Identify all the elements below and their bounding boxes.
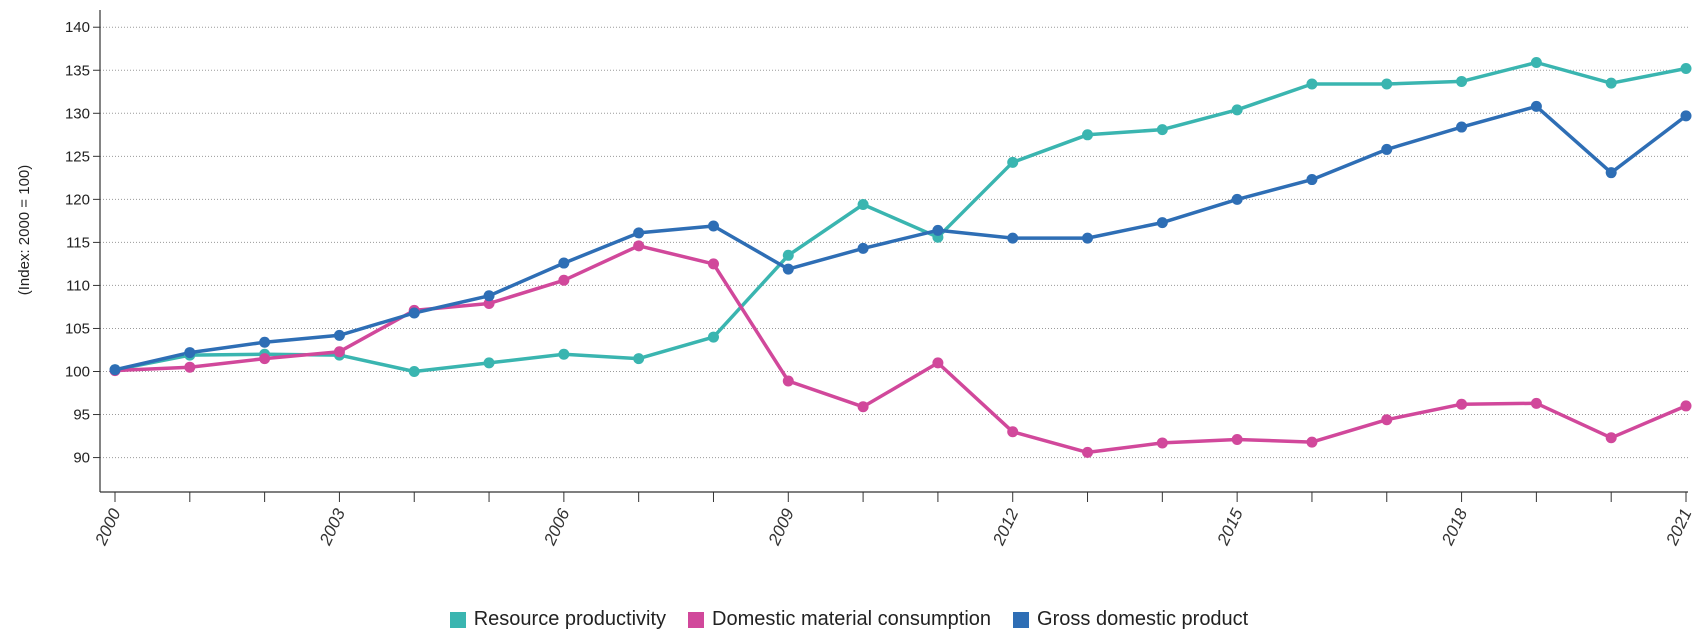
- y-tick-label: 105: [65, 320, 90, 337]
- line-chart: 90 95 100 105 110 115 120 125 130 135 140 2000 2003 2…: [16, 10, 1696, 549]
- data-point[interactable]: [1156, 217, 1168, 229]
- data-point[interactable]: [1530, 57, 1542, 69]
- legend-item[interactable]: Gross domestic product: [1013, 608, 1248, 631]
- axis-layer: 90 95 100 105 110 115 120 125 130 135 140 2000 2003 2…: [65, 10, 1696, 549]
- data-point[interactable]: [333, 346, 345, 358]
- data-point[interactable]: [782, 249, 794, 261]
- data-point[interactable]: [1605, 167, 1617, 179]
- data-point[interactable]: [932, 224, 944, 236]
- legend-label: Gross domestic product: [1037, 608, 1249, 630]
- data-point[interactable]: [184, 361, 196, 373]
- data-point[interactable]: [1156, 124, 1168, 136]
- data-point[interactable]: [857, 242, 869, 254]
- data-point[interactable]: [558, 257, 570, 269]
- data-point[interactable]: [1456, 398, 1468, 410]
- data-point[interactable]: [1007, 426, 1019, 438]
- data-point[interactable]: [1381, 143, 1393, 155]
- data-point[interactable]: [483, 290, 495, 302]
- data-point[interactable]: [483, 298, 495, 310]
- data-point[interactable]: [259, 353, 271, 365]
- data-point[interactable]: [1680, 110, 1692, 122]
- data-point[interactable]: [1231, 193, 1243, 205]
- y-axis-label: (Index: 2000 = 100): [16, 165, 33, 296]
- data-point[interactable]: [1456, 121, 1468, 133]
- data-point[interactable]: [782, 263, 794, 275]
- data-point[interactable]: [1231, 433, 1243, 445]
- series-line: [114, 244, 1687, 455]
- data-point[interactable]: [857, 401, 869, 413]
- series-layer: [109, 57, 1692, 458]
- data-point[interactable]: [1082, 446, 1094, 458]
- x-tick-label: 2015: [1213, 505, 1247, 549]
- series-line: [114, 60, 1687, 374]
- data-point[interactable]: [1231, 104, 1243, 116]
- data-point[interactable]: [1456, 75, 1468, 87]
- y-tick-label: 130: [65, 105, 90, 122]
- data-point[interactable]: [1530, 397, 1542, 409]
- data-point[interactable]: [1605, 77, 1617, 89]
- data-point[interactable]: [707, 220, 719, 232]
- data-point[interactable]: [109, 364, 121, 376]
- data-point[interactable]: [1306, 78, 1318, 90]
- data-point[interactable]: [1156, 437, 1168, 449]
- y-tick-label: 125: [65, 148, 90, 165]
- data-point[interactable]: [1082, 232, 1094, 244]
- data-point[interactable]: [184, 347, 196, 359]
- x-tick-label: 2000: [91, 505, 125, 549]
- y-tick-label: 110: [66, 277, 90, 294]
- data-point[interactable]: [1007, 156, 1019, 168]
- data-point[interactable]: [1605, 432, 1617, 444]
- data-point[interactable]: [558, 348, 570, 360]
- data-point[interactable]: [633, 353, 645, 365]
- data-point[interactable]: [633, 227, 645, 239]
- y-tick-label: 90: [73, 450, 90, 467]
- data-point[interactable]: [1306, 174, 1318, 186]
- data-point[interactable]: [408, 307, 420, 319]
- legend-label: Domestic material consumption: [712, 608, 992, 630]
- data-point[interactable]: [408, 366, 420, 377]
- x-tick-label: 2021: [1662, 506, 1696, 549]
- legend-swatch: [449, 611, 466, 628]
- y-tick-label: 100: [65, 364, 90, 381]
- data-point[interactable]: [333, 329, 345, 341]
- legend-swatch: [1013, 611, 1030, 628]
- legend-item[interactable]: Resource productivity: [449, 608, 667, 631]
- legend-swatch: [688, 611, 705, 628]
- data-point[interactable]: [633, 240, 645, 252]
- data-point[interactable]: [1680, 400, 1692, 412]
- x-tick-label: 2009: [764, 505, 798, 549]
- data-point[interactable]: [1381, 414, 1393, 426]
- data-point[interactable]: [1082, 129, 1094, 141]
- legend-label: Resource productivity: [473, 608, 667, 630]
- data-point[interactable]: [558, 274, 570, 286]
- x-tick-label: 2012: [989, 505, 1023, 549]
- data-point[interactable]: [857, 199, 869, 211]
- y-tick-label: 120: [65, 191, 90, 208]
- y-tick-label: 140: [65, 19, 90, 36]
- data-point[interactable]: [1680, 63, 1692, 75]
- data-point[interactable]: [782, 375, 794, 387]
- data-point[interactable]: [483, 357, 495, 369]
- x-tick-label: 2018: [1438, 505, 1472, 549]
- data-point[interactable]: [1306, 436, 1318, 448]
- x-tick-label: 2006: [540, 505, 574, 549]
- data-point[interactable]: [1007, 232, 1019, 244]
- series-line: [114, 104, 1688, 372]
- data-point[interactable]: [1381, 78, 1393, 90]
- data-point[interactable]: [707, 258, 719, 270]
- legend: Resource productivity Domestic material c…: [0, 608, 1698, 631]
- y-tick-label: 95: [73, 407, 90, 424]
- y-tick-label: 135: [65, 62, 90, 79]
- data-point[interactable]: [1530, 100, 1542, 112]
- data-point[interactable]: [932, 357, 944, 369]
- data-point[interactable]: [707, 331, 719, 343]
- legend-item[interactable]: Domestic material consumption: [688, 608, 991, 631]
- x-tick-label: 2003: [315, 505, 349, 549]
- y-tick-label: 115: [66, 234, 90, 251]
- data-point[interactable]: [259, 336, 271, 348]
